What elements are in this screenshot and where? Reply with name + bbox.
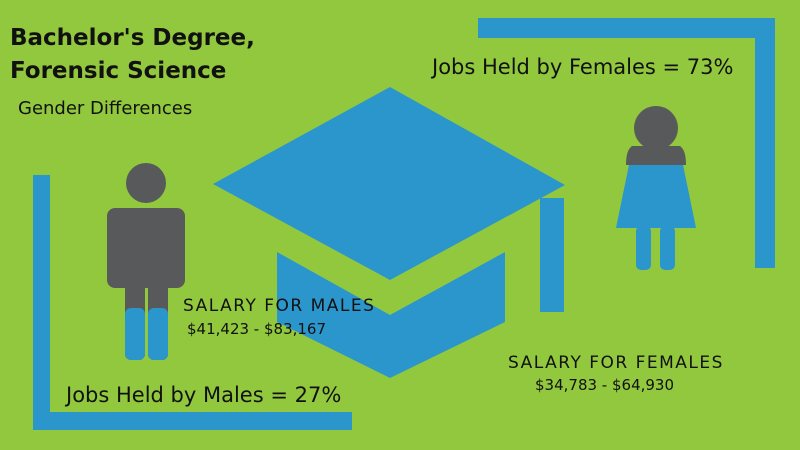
cap-top	[213, 87, 565, 280]
male-figure	[107, 163, 185, 360]
subtitle: Gender Differences	[18, 98, 192, 119]
male-salary-range: $41,423 - $83,167	[187, 320, 326, 338]
title: Bachelor's Degree,	[10, 25, 255, 51]
male-jobs: Jobs Held by Males = 27%	[64, 383, 341, 407]
female-figure	[616, 106, 696, 270]
female-salary-range: $34,783 - $64,930	[535, 376, 674, 394]
female-salary-label: SALARY FOR FEMALES	[508, 353, 724, 373]
male-salary-label: SALARY FOR MALES	[183, 296, 375, 316]
cap-tassel	[540, 198, 564, 312]
cap-base	[277, 252, 505, 378]
title: Forensic Science	[10, 58, 226, 84]
female-jobs: Jobs Held by Females = 73%	[430, 55, 733, 79]
